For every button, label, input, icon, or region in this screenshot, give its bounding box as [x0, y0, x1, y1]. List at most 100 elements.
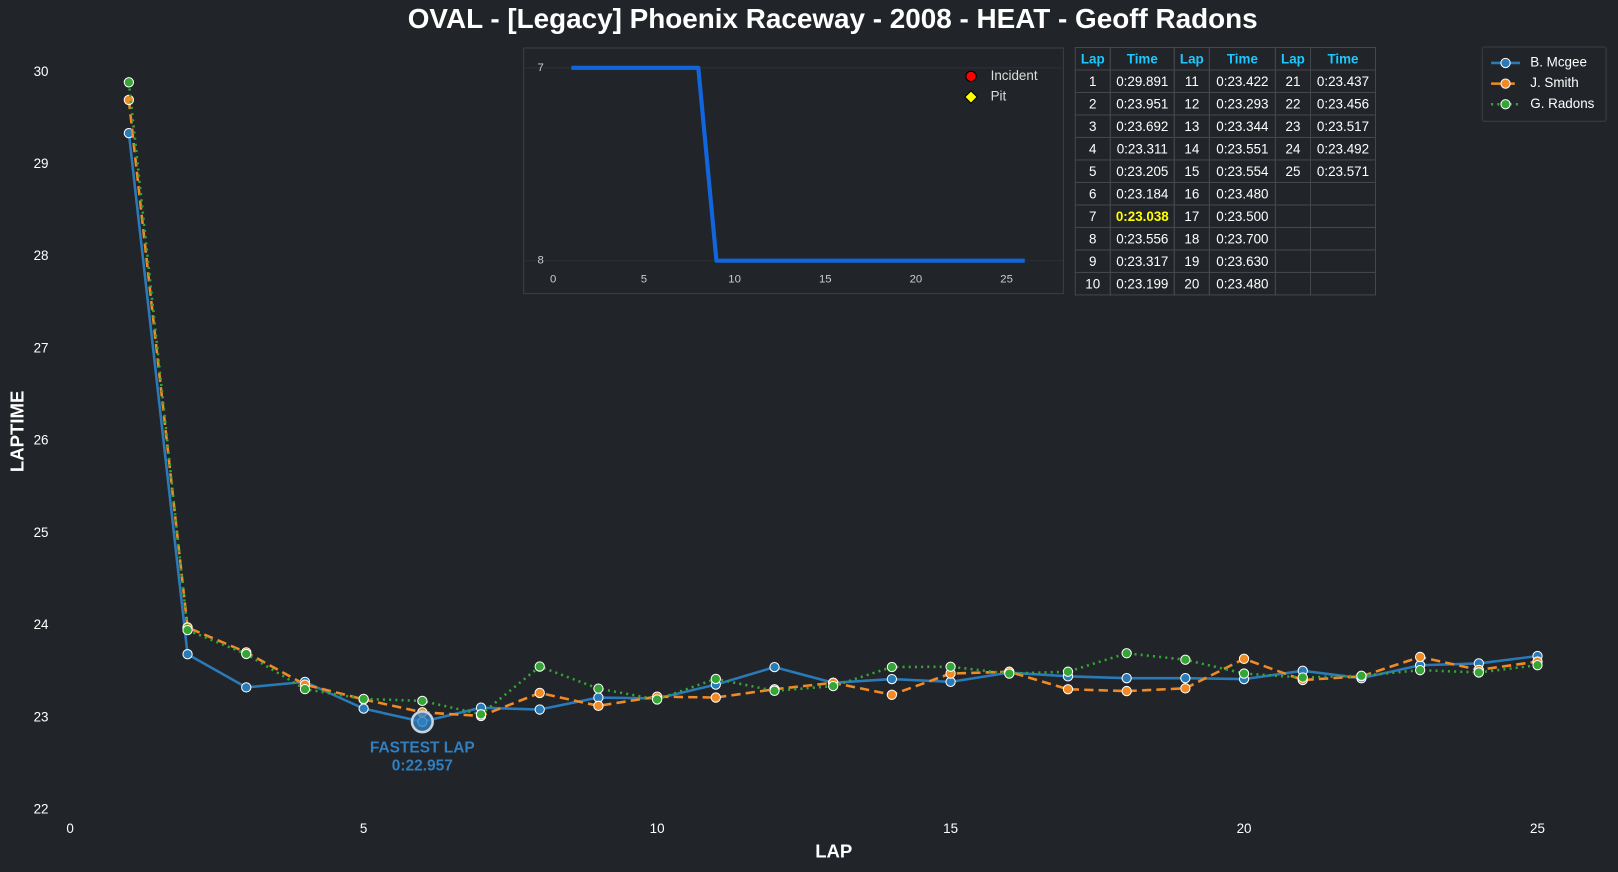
- table-text: 0:23.951: [1116, 96, 1168, 111]
- data-point: [182, 649, 193, 660]
- data-point: [886, 689, 898, 700]
- table-text: 4: [1089, 141, 1097, 156]
- table-text: Lap: [1180, 51, 1204, 66]
- data-point: [475, 709, 487, 720]
- table-cell: [1309, 271, 1377, 296]
- y-tick-label: 29: [34, 156, 49, 171]
- table-text: 12: [1184, 96, 1199, 111]
- legend-label: J. Smith: [1530, 75, 1578, 90]
- table-text: Lap: [1081, 51, 1105, 66]
- table-text: 0:23.571: [1317, 164, 1369, 179]
- table-text: 19: [1184, 254, 1199, 269]
- table-text: 13: [1184, 119, 1199, 134]
- table-text: 0:23.480: [1216, 186, 1268, 201]
- data-point: [1238, 668, 1250, 679]
- data-point: [710, 673, 721, 685]
- y-tick-label: 26: [34, 433, 49, 448]
- table-text: 16: [1184, 186, 1199, 201]
- table-text: 24: [1285, 141, 1300, 156]
- fastest-lap-label: FASTEST LAP: [370, 740, 475, 757]
- data-point: [358, 693, 369, 705]
- x-tick-label: 0: [66, 821, 73, 836]
- fastest-lap-marker: [410, 710, 434, 734]
- y-tick-label: 27: [34, 340, 49, 355]
- table-text: 3: [1089, 119, 1096, 134]
- table-text: Time: [1127, 51, 1158, 66]
- legend-frame: [1481, 46, 1607, 122]
- table-text: 0:23.492: [1317, 141, 1369, 156]
- table-text: 0:23.437: [1317, 74, 1369, 89]
- table-text: 2: [1089, 96, 1096, 111]
- data-point: [769, 685, 780, 696]
- table-text: 0:23.422: [1216, 74, 1268, 89]
- table-text: 0:23.630: [1216, 254, 1268, 269]
- data-point: [417, 695, 428, 707]
- legend-label: B. Mcgee: [1530, 55, 1587, 70]
- data-point: [182, 624, 193, 636]
- data-point: [1180, 654, 1191, 665]
- table-text: 0:23.517: [1317, 119, 1369, 134]
- table-text: Lap: [1281, 51, 1305, 66]
- x-tick-label: 15: [943, 821, 958, 836]
- table-text: 0:23.317: [1116, 254, 1168, 269]
- table-text: 0:29.891: [1116, 74, 1168, 89]
- table-text: 0:23.311: [1117, 141, 1168, 156]
- data-point: [651, 694, 663, 705]
- table-text: 6: [1089, 186, 1096, 201]
- data-point: [534, 661, 545, 672]
- x-tick-label: 5: [360, 821, 367, 836]
- data-point: [534, 687, 545, 699]
- legend-marker: [1500, 99, 1511, 110]
- data-point: [123, 77, 135, 88]
- table-text: 14: [1184, 141, 1199, 156]
- x-tick-label: 25: [1530, 821, 1545, 836]
- x-tick-label: 10: [728, 274, 741, 286]
- fastest-lap-label: 0:22.957: [392, 757, 453, 774]
- data-point: [1356, 670, 1367, 681]
- data-point: [241, 648, 252, 660]
- table-text: 0:23.184: [1116, 186, 1169, 201]
- data-point: [886, 673, 898, 685]
- x-tick-label: 0: [550, 274, 556, 286]
- data-point: [1532, 660, 1543, 671]
- x-tick-label: 5: [641, 274, 647, 286]
- x-tick-label: 15: [819, 274, 832, 286]
- data-point: [593, 683, 604, 694]
- legend-marker: [1500, 78, 1511, 89]
- table-text: 0:23.456: [1317, 96, 1369, 111]
- table-text: 0:23.199: [1116, 276, 1168, 291]
- legend-label: Incident: [991, 68, 1038, 83]
- table-text: 0:23.700: [1216, 231, 1268, 246]
- table-text: 9: [1089, 254, 1096, 269]
- x-axis-label: LAP: [815, 840, 852, 861]
- table-text: 0:23.344: [1216, 119, 1269, 134]
- data-point: [358, 703, 369, 714]
- table-text: 25: [1285, 164, 1300, 179]
- data-point: [1180, 683, 1191, 694]
- table-text: 20: [1184, 276, 1199, 291]
- table-text: 15: [1184, 164, 1199, 179]
- data-point: [710, 692, 721, 703]
- x-tick-label: 20: [910, 274, 923, 286]
- x-tick-label: 20: [1237, 821, 1252, 836]
- table-text: 0:23.293: [1216, 96, 1268, 111]
- data-point: [1414, 651, 1426, 663]
- table-text: 18: [1184, 231, 1199, 246]
- table-text: Time: [1327, 51, 1358, 66]
- data-point: [945, 661, 956, 672]
- data-point: [299, 683, 311, 695]
- chart-title: OVAL - [Legacy] Phoenix Raceway - 2008 -…: [408, 3, 1258, 34]
- table-text: 0:23.556: [1116, 231, 1168, 246]
- table-text: 5: [1089, 164, 1096, 179]
- data-point: [769, 661, 780, 673]
- table-text: 17: [1184, 209, 1199, 224]
- data-point: [241, 682, 252, 693]
- table-text: 7: [1089, 209, 1096, 224]
- table-text: Time: [1227, 51, 1258, 66]
- y-tick-label: 30: [34, 64, 49, 79]
- data-point: [1180, 673, 1191, 684]
- table-text: 0:23.205: [1116, 164, 1168, 179]
- legend-marker: [964, 90, 978, 104]
